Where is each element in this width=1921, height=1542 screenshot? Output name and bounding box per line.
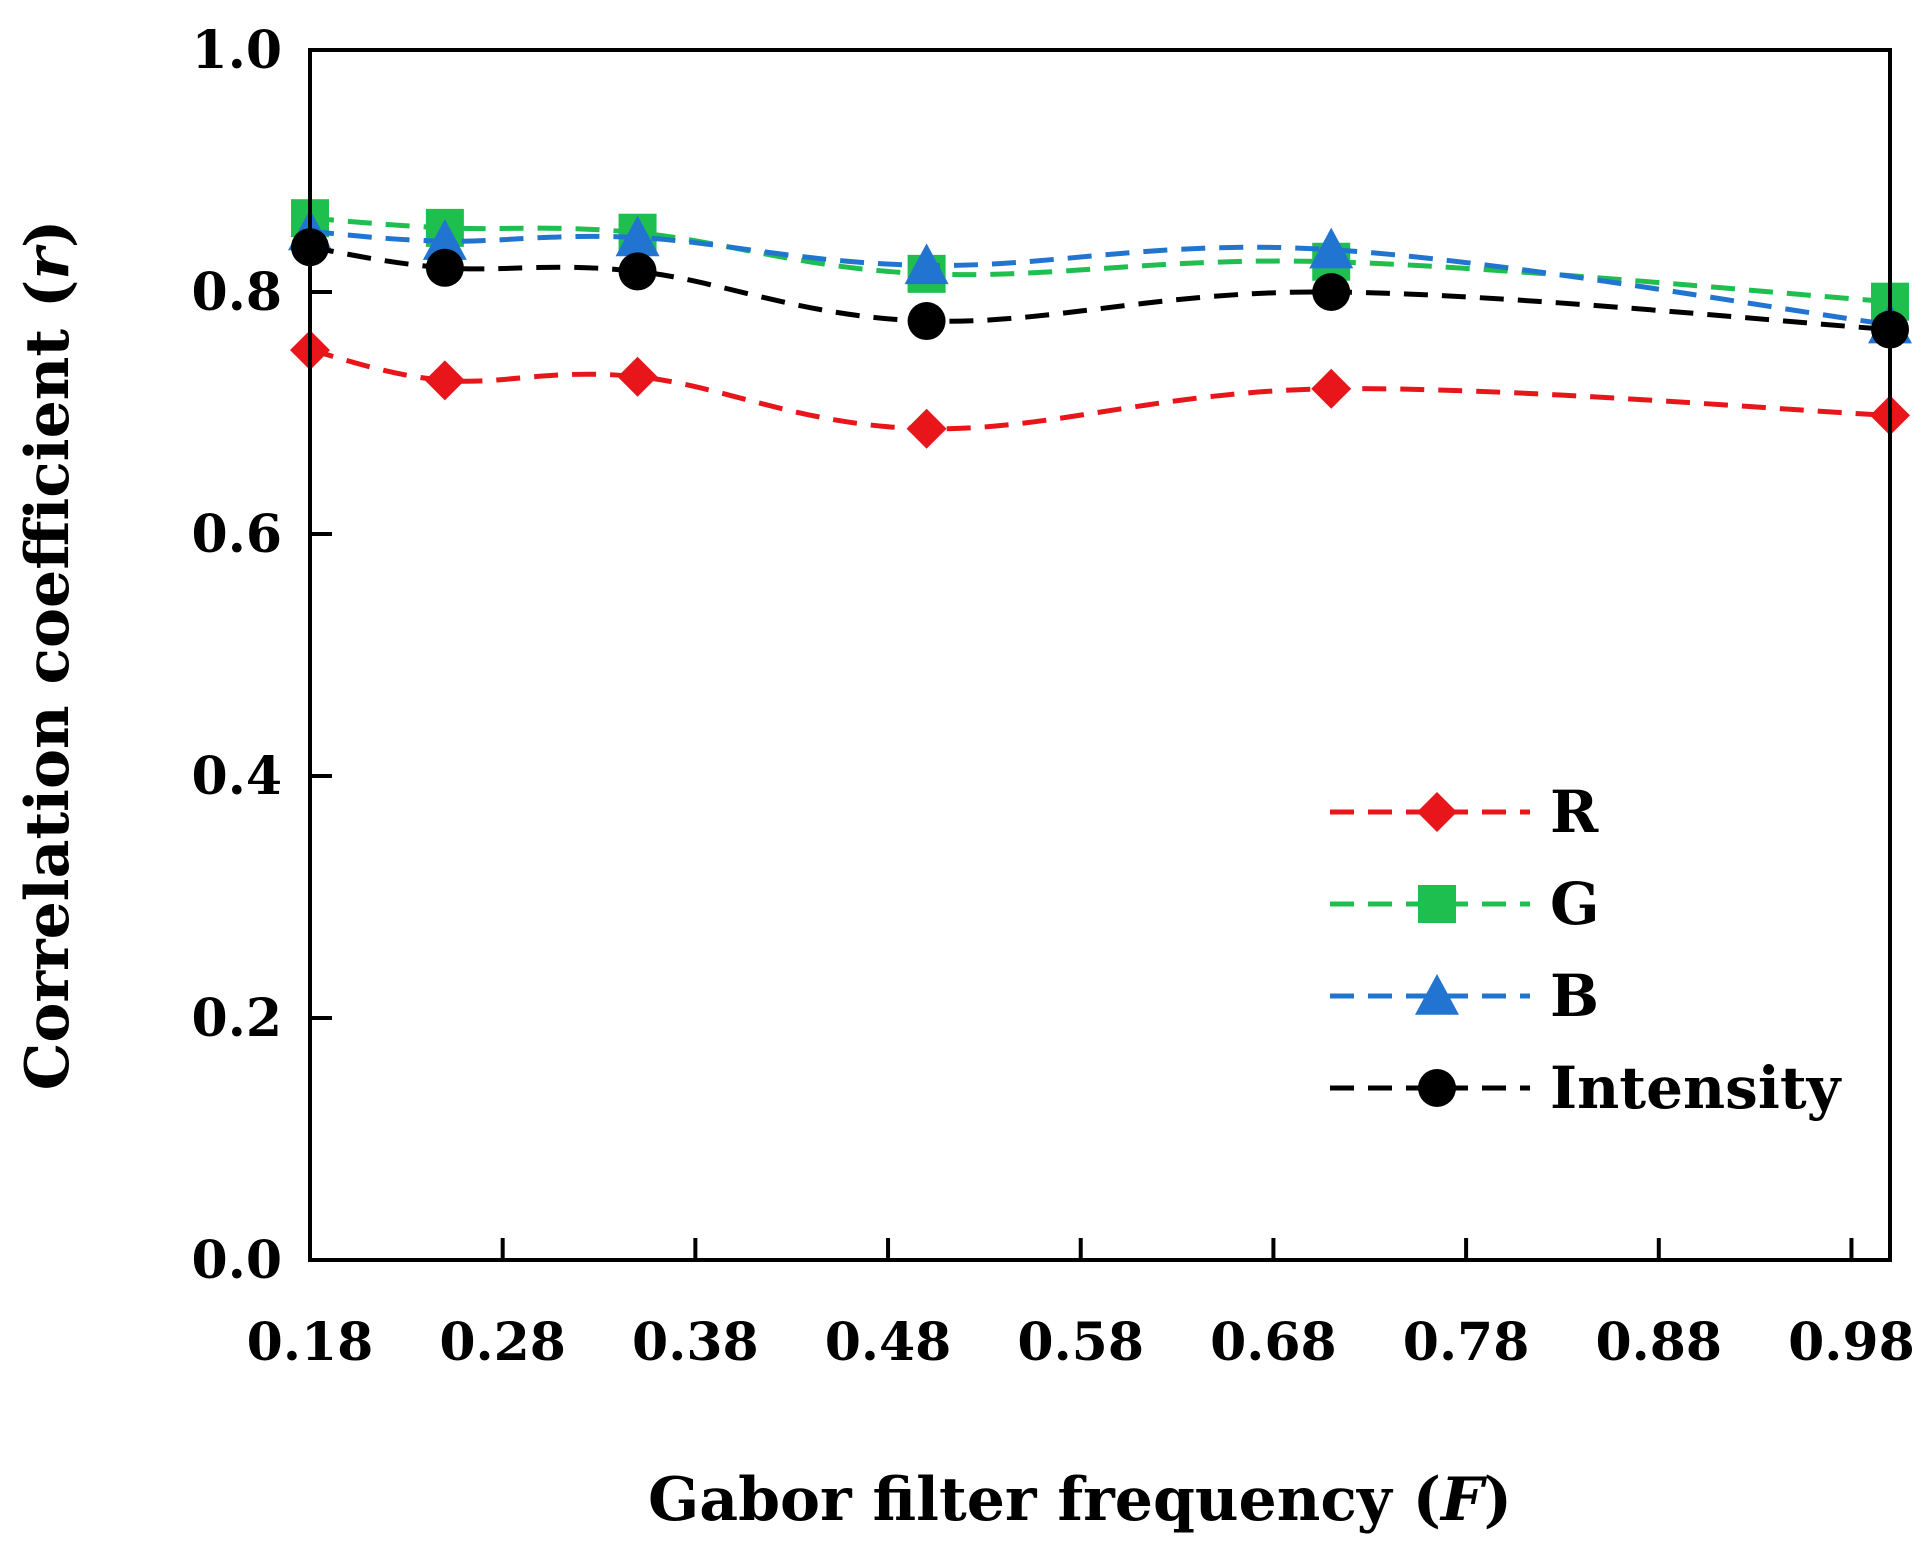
data-point-b xyxy=(1309,227,1354,269)
data-point-intensity xyxy=(425,248,464,287)
data-point-intensity xyxy=(618,252,657,291)
y-tick-label: 0.2 xyxy=(192,988,282,1049)
legend-marker-g xyxy=(1418,885,1456,923)
series-intensity xyxy=(291,228,1909,349)
data-point-b xyxy=(422,219,467,260)
series-b xyxy=(288,209,1912,344)
legend: RGB Intensity xyxy=(1330,778,1843,1122)
x-tick-label: 0.48 xyxy=(825,1312,952,1373)
legend-marker-b xyxy=(1415,974,1459,1015)
y-tick-label: 0.0 xyxy=(192,1230,282,1291)
legend-marker-r xyxy=(1417,792,1457,832)
series-g xyxy=(291,199,1909,321)
x-tick-label: 0.28 xyxy=(439,1312,566,1373)
data-point-intensity xyxy=(1312,273,1351,311)
y-tick-label: 0.4 xyxy=(192,746,282,807)
series-line-r xyxy=(309,347,1891,432)
legend-item-g: G xyxy=(1330,870,1600,938)
data-point-intensity xyxy=(907,302,946,341)
data-point-r xyxy=(617,356,658,397)
x-tick-label: 0.18 xyxy=(247,1312,374,1373)
legend-item-r: R xyxy=(1330,778,1599,846)
data-point-r xyxy=(906,408,947,449)
data-point-r xyxy=(1311,368,1352,409)
x-tick-label: 0.98 xyxy=(1788,1312,1915,1373)
legend-label-r: R xyxy=(1550,778,1599,846)
x-tick-label: 0.38 xyxy=(632,1312,759,1373)
x-tick-label: 0.58 xyxy=(1017,1312,1144,1373)
y-tick-label: 0.8 xyxy=(192,262,282,323)
y-tick-label: 0.6 xyxy=(192,504,282,565)
legend-item-b: B xyxy=(1330,962,1599,1030)
x-tick-label: 0.78 xyxy=(1403,1312,1530,1373)
plot-frame xyxy=(308,48,1892,1262)
legend-item-intensity: Intensity xyxy=(1330,1054,1843,1122)
x-tick-label: 0.88 xyxy=(1595,1312,1722,1373)
legend-label-b: B xyxy=(1550,962,1599,1030)
data-point-r xyxy=(424,360,465,401)
legend-label-intensity: Intensity xyxy=(1550,1054,1843,1122)
data-point-b xyxy=(904,243,949,285)
y-axis-ticks: 0.0 0.2 0.4 0.6 0.8 1.0 xyxy=(192,20,332,1291)
x-axis-title: Gabor filter frequency (F) xyxy=(648,1465,1512,1535)
x-axis-ticks: 0.18 0.28 0.38 0.48 0.58 0.68 0.78 0.88 0.98 xyxy=(247,1238,1915,1373)
y-tick-label: 1.0 xyxy=(192,20,282,81)
series-r xyxy=(290,330,1910,449)
legend-label-g: G xyxy=(1550,870,1600,938)
series-layer xyxy=(288,199,1912,449)
x-tick-label: 0.68 xyxy=(1210,1312,1337,1373)
legend-marker-intensity xyxy=(1418,1069,1456,1107)
y-axis-title: Correlation coefficient (r) xyxy=(13,220,83,1091)
data-point-b xyxy=(615,215,660,257)
